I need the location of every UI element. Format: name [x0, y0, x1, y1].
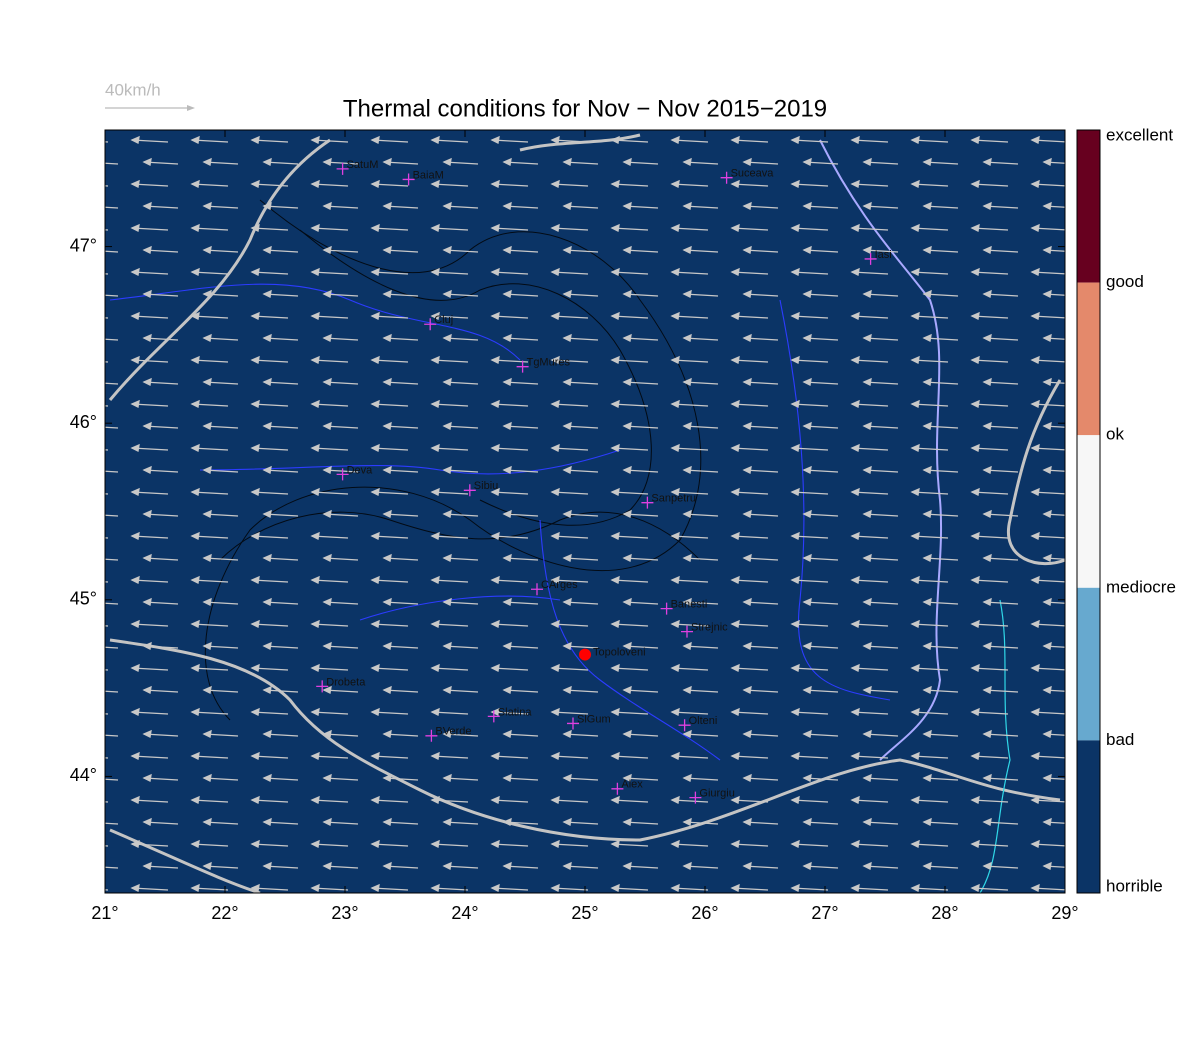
city-marker [689, 791, 702, 804]
y-tick-label: 47° [70, 235, 97, 255]
x-tick-label: 26° [691, 903, 718, 923]
colorbar-segment [1077, 587, 1100, 741]
city-marker [425, 729, 438, 742]
colorbar-label: horrible [1106, 876, 1163, 895]
city-marker [660, 602, 673, 615]
city-label: Alex [621, 779, 643, 791]
city-label: Sanpetru [651, 493, 696, 505]
colorbar-label: bad [1106, 730, 1134, 749]
city-label: Drobeta [326, 676, 366, 688]
wind-arrows [105, 130, 1065, 893]
city-label: CArges [541, 579, 578, 591]
city-marker [463, 484, 476, 497]
city-marker [516, 360, 529, 373]
city-label: Banesti [671, 599, 708, 611]
city-marker [336, 468, 349, 481]
city-marker [531, 583, 543, 596]
city-label: Strejnic [691, 622, 728, 634]
x-tick-label: 28° [931, 903, 958, 923]
city-label: SlGum [577, 713, 611, 725]
map-area [105, 130, 1065, 893]
city-marker [316, 680, 329, 693]
city-marker [567, 717, 579, 730]
x-tick-label: 29° [1051, 903, 1078, 923]
colorbar-segment [1077, 435, 1100, 588]
x-tick-label: 25° [571, 903, 598, 923]
city-marker [641, 496, 654, 509]
wind-scale-arrowhead [187, 105, 195, 111]
city-label: BaiaM [413, 169, 444, 181]
map-title: Thermal conditions for Nov − Nov 2015−20… [343, 95, 827, 122]
city-marker [402, 173, 415, 186]
y-tick-label: 46° [70, 412, 97, 432]
city-label: Olteni [689, 715, 718, 727]
x-tick-label: 23° [331, 903, 358, 923]
city-marker [336, 162, 349, 175]
city-label: Suceava [731, 168, 775, 180]
colorbar-label: ok [1106, 425, 1124, 444]
city-marker [681, 625, 693, 638]
x-tick-label: 21° [91, 903, 118, 923]
city-label: TgMures [527, 357, 571, 369]
colorbar-segment [1077, 130, 1100, 283]
colorbar-frame [1076, 129, 1101, 894]
city-label: Sibiu [474, 480, 498, 492]
x-tick-label: 22° [211, 903, 238, 923]
colorbar-label: good [1106, 272, 1144, 291]
city-label: Deva [347, 464, 374, 476]
city-label: BVerde [435, 726, 471, 738]
city-marker [487, 710, 500, 723]
city-marker [611, 782, 624, 795]
site-label: Topoloveni [593, 646, 646, 658]
overlay: 21° 22° 23° 24° 25° 26° 27° 28° 29° 44° 45° 46° 47° S… [70, 125, 1176, 922]
city-label: SatuM [347, 159, 379, 171]
colorbar-label: excellent [1106, 125, 1173, 144]
city-label: Iasi [875, 249, 892, 261]
x-tick-label: 24° [451, 903, 478, 923]
colorbar-label: mediocre [1106, 577, 1176, 596]
y-tick-label: 44° [70, 765, 97, 785]
city-marker [424, 318, 437, 331]
colorbar-segment [1077, 282, 1100, 436]
city-marker [678, 719, 691, 732]
city-label: Cluj [434, 314, 453, 326]
y-tick-label: 45° [70, 589, 97, 609]
x-tick-label: 27° [811, 903, 838, 923]
site-marker [579, 648, 591, 661]
city-label: Giurgiu [699, 788, 734, 800]
wind-scale-label: 40km/h [105, 80, 161, 99]
city-marker [720, 171, 733, 184]
colorbar-segment [1077, 740, 1100, 893]
city-label: Slatina [498, 706, 533, 718]
city-marker [864, 252, 877, 265]
